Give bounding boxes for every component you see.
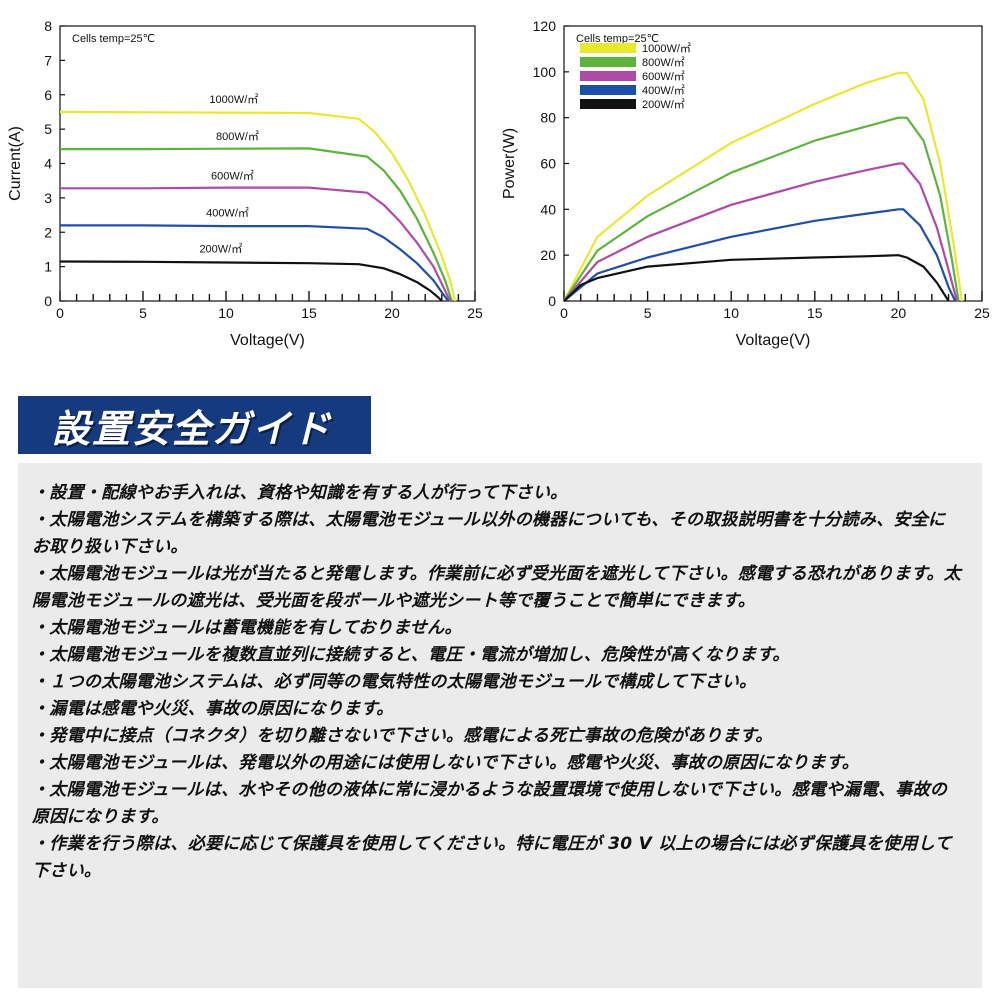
series-label: 600W/㎡	[211, 169, 254, 182]
y-tick-label: 8	[44, 18, 52, 34]
legend-swatch	[580, 71, 636, 81]
x-tick-label: 25	[974, 305, 990, 321]
legend-swatch	[580, 43, 636, 53]
guide-item: ・作業を行う際は、必要に応じて保護具を使用してください。特に電圧が 30 V 以…	[32, 834, 952, 881]
series-line	[60, 147, 453, 302]
guide-item: ・太陽電池モジュールは、発電以外の用途には使用しないで下さい。感電や火災、事故の…	[32, 753, 859, 773]
safety-guide-list: ・設置・配線やお手入れは、資格や知識を有する人が行って下さい。・太陽電池システム…	[18, 463, 982, 885]
guide-item: ・発電中に接点（コネクタ）を切り離さないで下さい。感電による死亡事故の危険があり…	[32, 726, 773, 746]
x-tick-label: 5	[644, 305, 652, 321]
y-tick-label: 80	[540, 110, 556, 126]
y-tick-label: 6	[44, 87, 52, 103]
x-tick-label: 20	[384, 305, 400, 321]
y-tick-label: 20	[540, 247, 556, 263]
y-tick-label: 2	[44, 224, 52, 240]
y-tick-label: 5	[44, 121, 52, 137]
x-tick-label: 20	[891, 305, 907, 321]
chart-title: Cells temp=25℃	[72, 33, 155, 45]
guide-item: ・太陽電池モジュールを複数直並列に接続すると、電圧・電流が増加し、危険性が高くな…	[32, 645, 790, 665]
legend-swatch	[580, 99, 636, 109]
legend-swatch	[580, 57, 636, 67]
x-tick-label: 25	[467, 305, 483, 321]
guide-item: ・太陽電池モジュールは蓄電機能を有しておりません。	[32, 618, 462, 638]
series-line	[59, 260, 443, 302]
guide-item: ・太陽電池システムを構築する際は、太陽電池モジュール以外の機器についても、その取…	[32, 510, 946, 557]
series-label: 400W/㎡	[206, 206, 249, 219]
legend-label: 1000W/㎡	[642, 42, 691, 55]
guide-item: ・太陽電池モジュールは光が当たると発電します。作業前に必ず受光面を遮光して下さい…	[32, 564, 962, 611]
guide-item: ・太陽電池モジュールは、水やその他の液体に常に浸かるような設置環境で使用しないで…	[32, 780, 948, 827]
x-tick-label: 15	[807, 305, 823, 321]
series-line	[563, 71, 963, 302]
guide-item: ・設置・配線やお手入れは、資格や知識を有する人が行って下さい。	[32, 483, 568, 503]
series-label: 800W/㎡	[216, 130, 259, 143]
x-tick-label: 0	[56, 305, 64, 321]
series-line	[563, 162, 958, 302]
y-tick-label: 1	[44, 259, 52, 275]
series-line	[563, 208, 957, 302]
series-line	[60, 186, 452, 302]
y-tick-label: 0	[44, 293, 52, 309]
iv-curve-chart: 0 5 10 15 20 25 0 1 2 3 4 5 6 7 8 Voltage(V) Current(A) C…	[7, 18, 483, 349]
y-axis-label: Current(A)	[7, 126, 24, 201]
y-tick-label: 120	[533, 18, 557, 34]
x-axis-label: Voltage(V)	[736, 332, 811, 349]
x-tick-label: 5	[139, 305, 147, 321]
guide-item: ・１つの太陽電池システムは、必ず同等の電気特性の太陽電池モジュールで構成して下さ…	[32, 672, 757, 692]
y-axis-label: Power(W)	[501, 128, 518, 199]
x-tick-label: 0	[560, 305, 568, 321]
legend-label: 800W/㎡	[642, 56, 685, 69]
chart-title: Cells temp=25℃	[576, 33, 659, 45]
guide-item: ・漏電は感電や火災、事故の原因になります。	[32, 699, 394, 719]
series-label: 200W/㎡	[199, 242, 242, 255]
series-line	[60, 224, 450, 302]
x-tick-label: 10	[723, 305, 739, 321]
safety-guide-title: 設置安全ガイド	[52, 407, 333, 451]
safety-guide-banner: 設置安全ガイド	[18, 396, 371, 454]
series-line	[563, 116, 960, 302]
pv-curve-chart: 0 5 10 15 20 25 0 20 40 60 80 100 120 Voltage(V) Power…	[501, 18, 990, 349]
legend-label: 200W/㎡	[642, 98, 685, 111]
x-tick-label: 15	[301, 305, 317, 321]
y-tick-label: 100	[533, 64, 557, 80]
y-tick-label: 0	[548, 293, 556, 309]
x-tick-label: 10	[218, 305, 234, 321]
safety-guide-panel: ・設置・配線やお手入れは、資格や知識を有する人が行って下さい。・太陽電池システム…	[18, 463, 982, 988]
legend-label: 400W/㎡	[642, 84, 685, 97]
y-tick-label: 7	[44, 52, 52, 68]
legend-swatch	[580, 85, 636, 95]
y-tick-label: 4	[44, 156, 52, 172]
x-axis-label: Voltage(V)	[230, 332, 305, 349]
y-tick-label: 3	[44, 190, 52, 206]
y-tick-label: 40	[540, 201, 556, 217]
y-tick-label: 60	[540, 156, 556, 172]
series-label: 1000W/㎡	[209, 93, 258, 106]
legend-label: 600W/㎡	[642, 70, 685, 83]
series-line	[563, 254, 950, 302]
series-line	[59, 110, 457, 302]
